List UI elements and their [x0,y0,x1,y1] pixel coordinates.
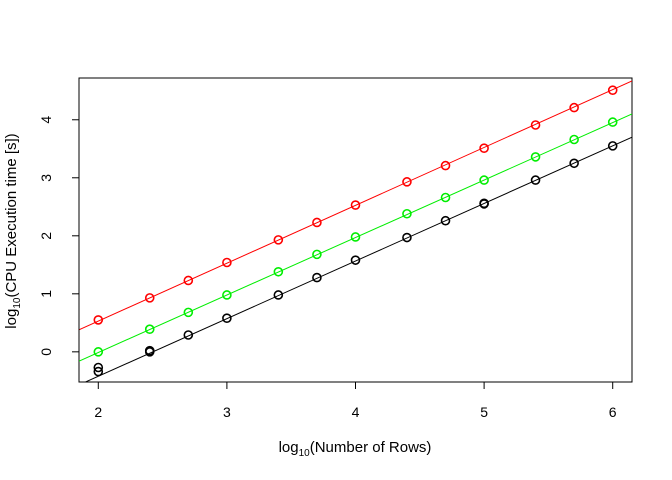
data-point [93,362,104,373]
data-point [93,315,104,325]
data-point [93,366,104,377]
data-point [440,215,451,226]
x-axis: 2 3 4 5 6 [94,381,617,420]
fit-line [84,136,632,382]
data-point [402,232,412,243]
data-point [569,102,579,113]
x-tick-label: 6 [609,404,617,420]
data-point [479,175,489,185]
data-point [530,120,541,130]
data-point [607,141,618,151]
y-tick-label: 1 [38,290,54,298]
data-point [350,255,361,265]
data-points [93,85,618,377]
data-point [350,232,361,242]
data-point [402,177,412,187]
x-tick-label: 3 [223,404,231,420]
data-point [312,249,322,260]
data-point [440,160,451,171]
y-axis: 0 1 2 3 4 [38,116,80,356]
y-axis-title-suffix: (CPU Execution time [s]) [3,133,20,297]
data-point [183,275,194,286]
data-point [144,293,155,303]
y-tick-label: 4 [38,116,54,124]
plot-frame [78,77,633,383]
x-tick-label: 4 [352,404,360,420]
data-point [273,266,284,277]
data-point [402,208,412,219]
y-axis-title: log10(CPU Execution time [s]) [3,133,23,328]
fit-line [79,113,632,362]
data-point [569,134,579,145]
data-point [93,347,104,357]
x-tick-label: 5 [480,404,488,420]
data-point [183,307,194,318]
data-point [312,272,322,283]
x-axis-title-prefix: log [279,439,299,456]
y-axis-title-prefix: log [3,309,20,329]
fit-line [79,80,632,331]
data-point [440,192,451,203]
data-point [144,324,155,335]
data-point [479,143,489,153]
data-point [183,330,194,340]
data-point [607,85,618,95]
data-point [350,200,361,210]
data-point [530,152,541,162]
data-point [273,235,284,245]
y-axis-title-subscript: 10 [12,297,23,309]
data-point [144,347,155,357]
x-axis-title-subscript: 10 [299,448,311,459]
data-point [607,117,618,127]
data-point [530,175,541,185]
x-axis-title-suffix: (Number of Rows) [310,439,432,456]
data-point [312,217,322,228]
data-point [569,158,579,169]
x-tick-label: 2 [94,404,102,420]
data-point [273,290,284,300]
data-point [222,313,232,323]
data-point [479,199,489,209]
data-point [222,290,232,300]
y-tick-label: 2 [38,232,54,240]
data-point [222,257,232,268]
x-axis-title: log10(Number of Rows) [279,439,432,459]
y-tick-label: 3 [38,174,54,182]
y-tick-label: 0 [38,348,54,356]
